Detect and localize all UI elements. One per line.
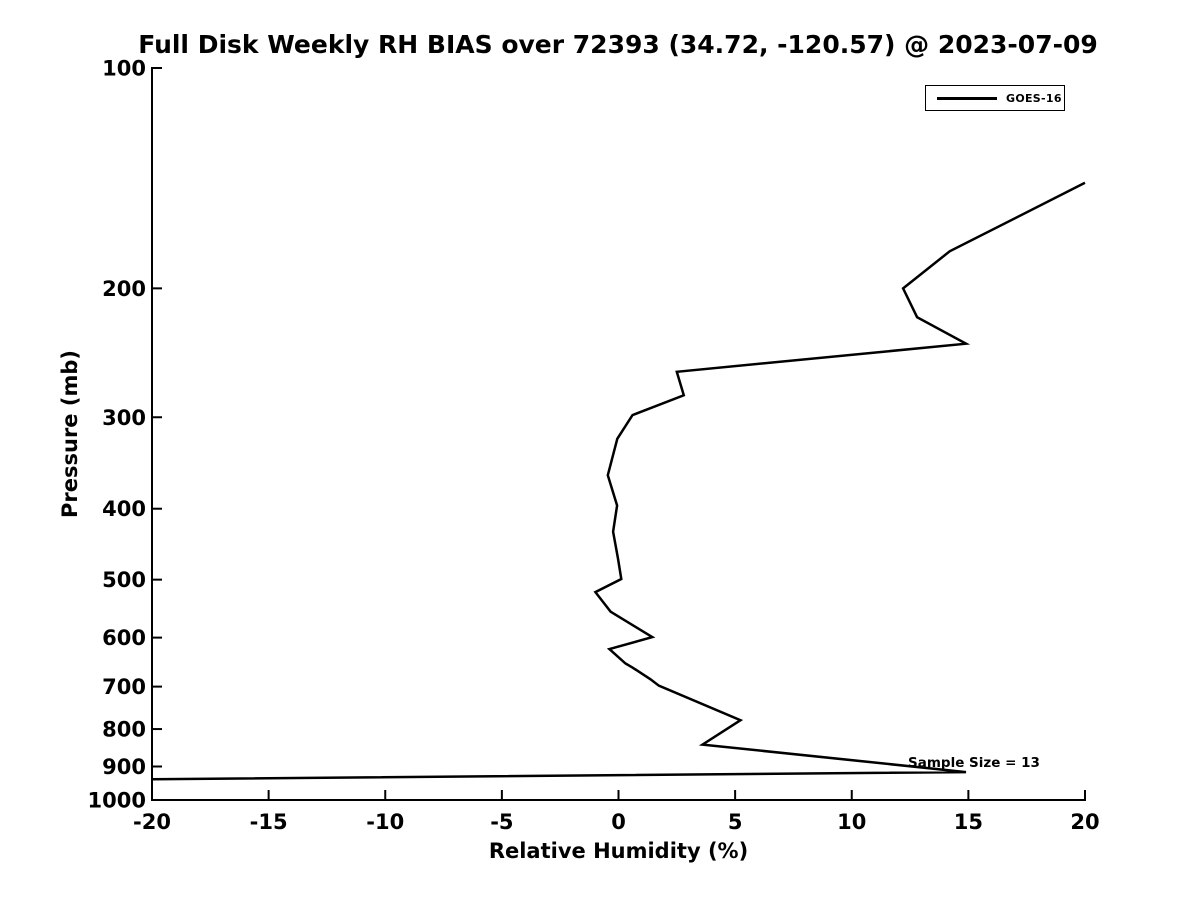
x-tick-label: 20 [1070, 810, 1099, 834]
x-axis-label: Relative Humidity (%) [488, 839, 749, 863]
legend-entry-label: GOES-16 [1006, 91, 1062, 105]
x-tick-label: 0 [611, 810, 626, 834]
y-tick-label: 800 [102, 718, 146, 742]
y-tick-label: 1000 [88, 789, 146, 813]
legend-box: GOES-16 [925, 85, 1065, 111]
y-tick-label: 700 [102, 675, 146, 699]
x-tick-label: -10 [366, 810, 404, 834]
chart-title: Full Disk Weekly RH BIAS over 72393 (34.… [138, 30, 1098, 59]
x-tick-label: -5 [490, 810, 513, 834]
sample-size-annotation: Sample Size = 13 [908, 755, 1040, 771]
y-tick-label: 200 [102, 277, 146, 301]
series-line-goes-16 [151, 181, 1086, 781]
x-tick-label: 10 [837, 810, 866, 834]
x-tick-label: 15 [954, 810, 983, 834]
y-tick-label: 600 [102, 626, 146, 650]
x-tick-label: 5 [728, 810, 743, 834]
x-tick-label: -20 [133, 810, 171, 834]
y-tick-label: 400 [102, 497, 146, 521]
y-tick-label: 300 [102, 406, 146, 430]
x-tick-label: -15 [250, 810, 288, 834]
y-tick-label: 500 [102, 568, 146, 592]
legend-line-sample [937, 96, 997, 100]
y-tick-label: 100 [102, 57, 146, 81]
y-tick-label: 900 [102, 755, 146, 779]
